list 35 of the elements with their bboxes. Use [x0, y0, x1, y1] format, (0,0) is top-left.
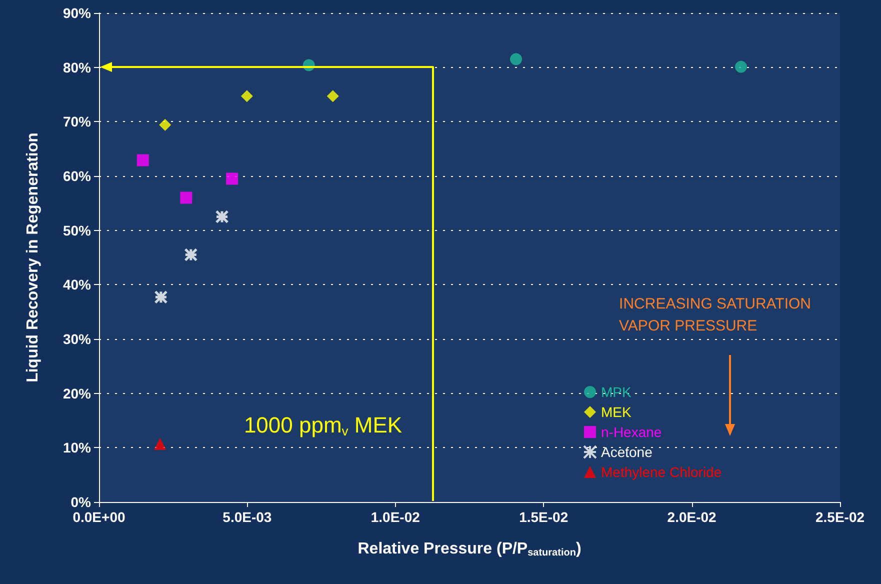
x-tick-label: 5.0E-03: [222, 509, 272, 525]
y-tick-label: 30%: [62, 331, 92, 347]
x-tick-label: 2.5E-02: [815, 509, 865, 525]
point: [159, 118, 172, 131]
y-tick-label: 20%: [62, 385, 92, 402]
legend-label: Methylene Chloride: [601, 464, 722, 480]
x-tick-label: 2.0E-02: [667, 509, 717, 525]
y-tick-label: 50%: [62, 222, 92, 238]
point: [226, 172, 238, 185]
point: [154, 290, 168, 304]
y-axis-title: Liquid Recovery in Regeneration: [24, 132, 42, 382]
annotation: INCREASING SATURATION VAPOR PRESSURE: [619, 296, 812, 334]
point: [154, 438, 166, 450]
point: [215, 210, 229, 224]
y-tick-label: 70%: [62, 114, 92, 130]
y-tick-label: 60%: [62, 168, 92, 184]
y-tick-label: 40%: [62, 276, 92, 293]
x-tick-label: 1.5E-02: [519, 509, 568, 525]
point: [136, 154, 149, 166]
y-tick-label: 10%: [62, 440, 92, 456]
point: [735, 60, 747, 73]
point: [184, 248, 198, 262]
y-tick-label: 80%: [62, 59, 92, 76]
x-tick-label: 1.0E-02: [370, 509, 420, 525]
y-tick-label: 90%: [62, 5, 92, 21]
legend-label: MEK: [601, 404, 632, 420]
legend-label: Acetone: [601, 444, 653, 460]
legend-label: n-Hexane: [601, 424, 662, 440]
point: [180, 192, 192, 204]
point: [240, 90, 253, 102]
x-tick-label: 0.0E+00: [72, 509, 126, 525]
point: [510, 53, 522, 66]
point: [326, 90, 339, 102]
legend-label: MPK: [601, 384, 632, 400]
y-tick-label: 0%: [70, 494, 92, 510]
